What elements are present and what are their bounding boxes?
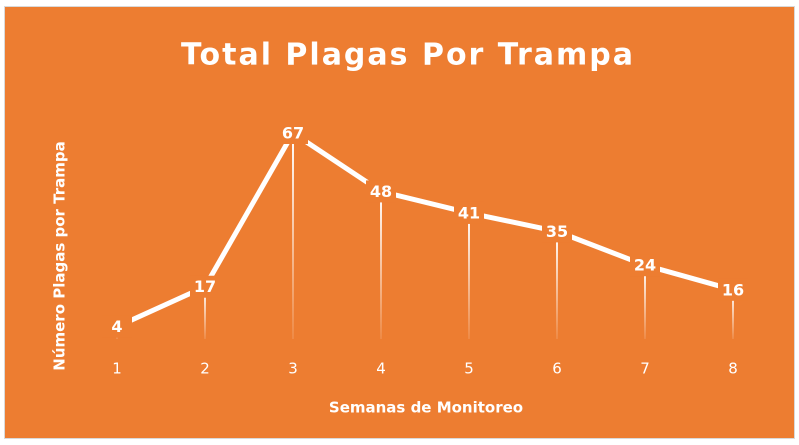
data-label: 48	[370, 182, 392, 201]
data-label: 16	[722, 280, 744, 299]
data-label-bg	[278, 122, 308, 144]
drop-line	[644, 265, 646, 339]
data-label-group: 35	[542, 220, 572, 243]
chart-area	[4, 6, 795, 439]
x-tick-label: 2	[200, 360, 210, 378]
data-label-group: 41	[454, 201, 484, 224]
drop-line	[292, 133, 294, 339]
data-label-bg	[718, 278, 748, 301]
data-label-group: 67	[278, 122, 308, 144]
data-label-bg	[542, 220, 572, 243]
data-label-group: 17	[190, 275, 220, 298]
x-axis-title: Semanas de Monitoreo	[329, 399, 523, 417]
drop-line	[204, 286, 206, 339]
chart-title: Total Plagas Por Trampa	[181, 38, 635, 73]
drop-line	[556, 231, 558, 339]
y-axis-title: Número Plagas por Trampa	[51, 141, 69, 370]
x-tick-label: 8	[728, 360, 738, 378]
data-label-bg	[630, 254, 660, 277]
drop-line	[732, 289, 734, 339]
x-tick-label: 1	[112, 360, 122, 378]
data-label: 4	[111, 317, 122, 336]
x-tick-label: 4	[376, 360, 386, 378]
x-tick-label: 5	[464, 360, 474, 378]
data-label-bg	[366, 180, 396, 203]
data-label-bg	[102, 315, 132, 338]
data-label-bg	[454, 201, 484, 224]
data-label-bg	[190, 275, 220, 298]
data-label: 35	[546, 222, 568, 241]
drop-line	[468, 212, 470, 339]
data-label: 17	[194, 277, 216, 296]
drop-line	[380, 191, 382, 339]
data-label-group: 48	[366, 180, 396, 203]
data-label-group: 16	[718, 278, 748, 301]
data-label-group: 4	[102, 315, 132, 338]
data-label: 41	[458, 203, 480, 222]
data-label: 24	[634, 256, 656, 275]
x-tick-label: 7	[640, 360, 650, 378]
x-tick-label: 6	[552, 360, 562, 378]
data-label: 67	[282, 124, 304, 143]
x-tick-label: 3	[288, 360, 298, 378]
data-label-group: 24	[630, 254, 660, 277]
